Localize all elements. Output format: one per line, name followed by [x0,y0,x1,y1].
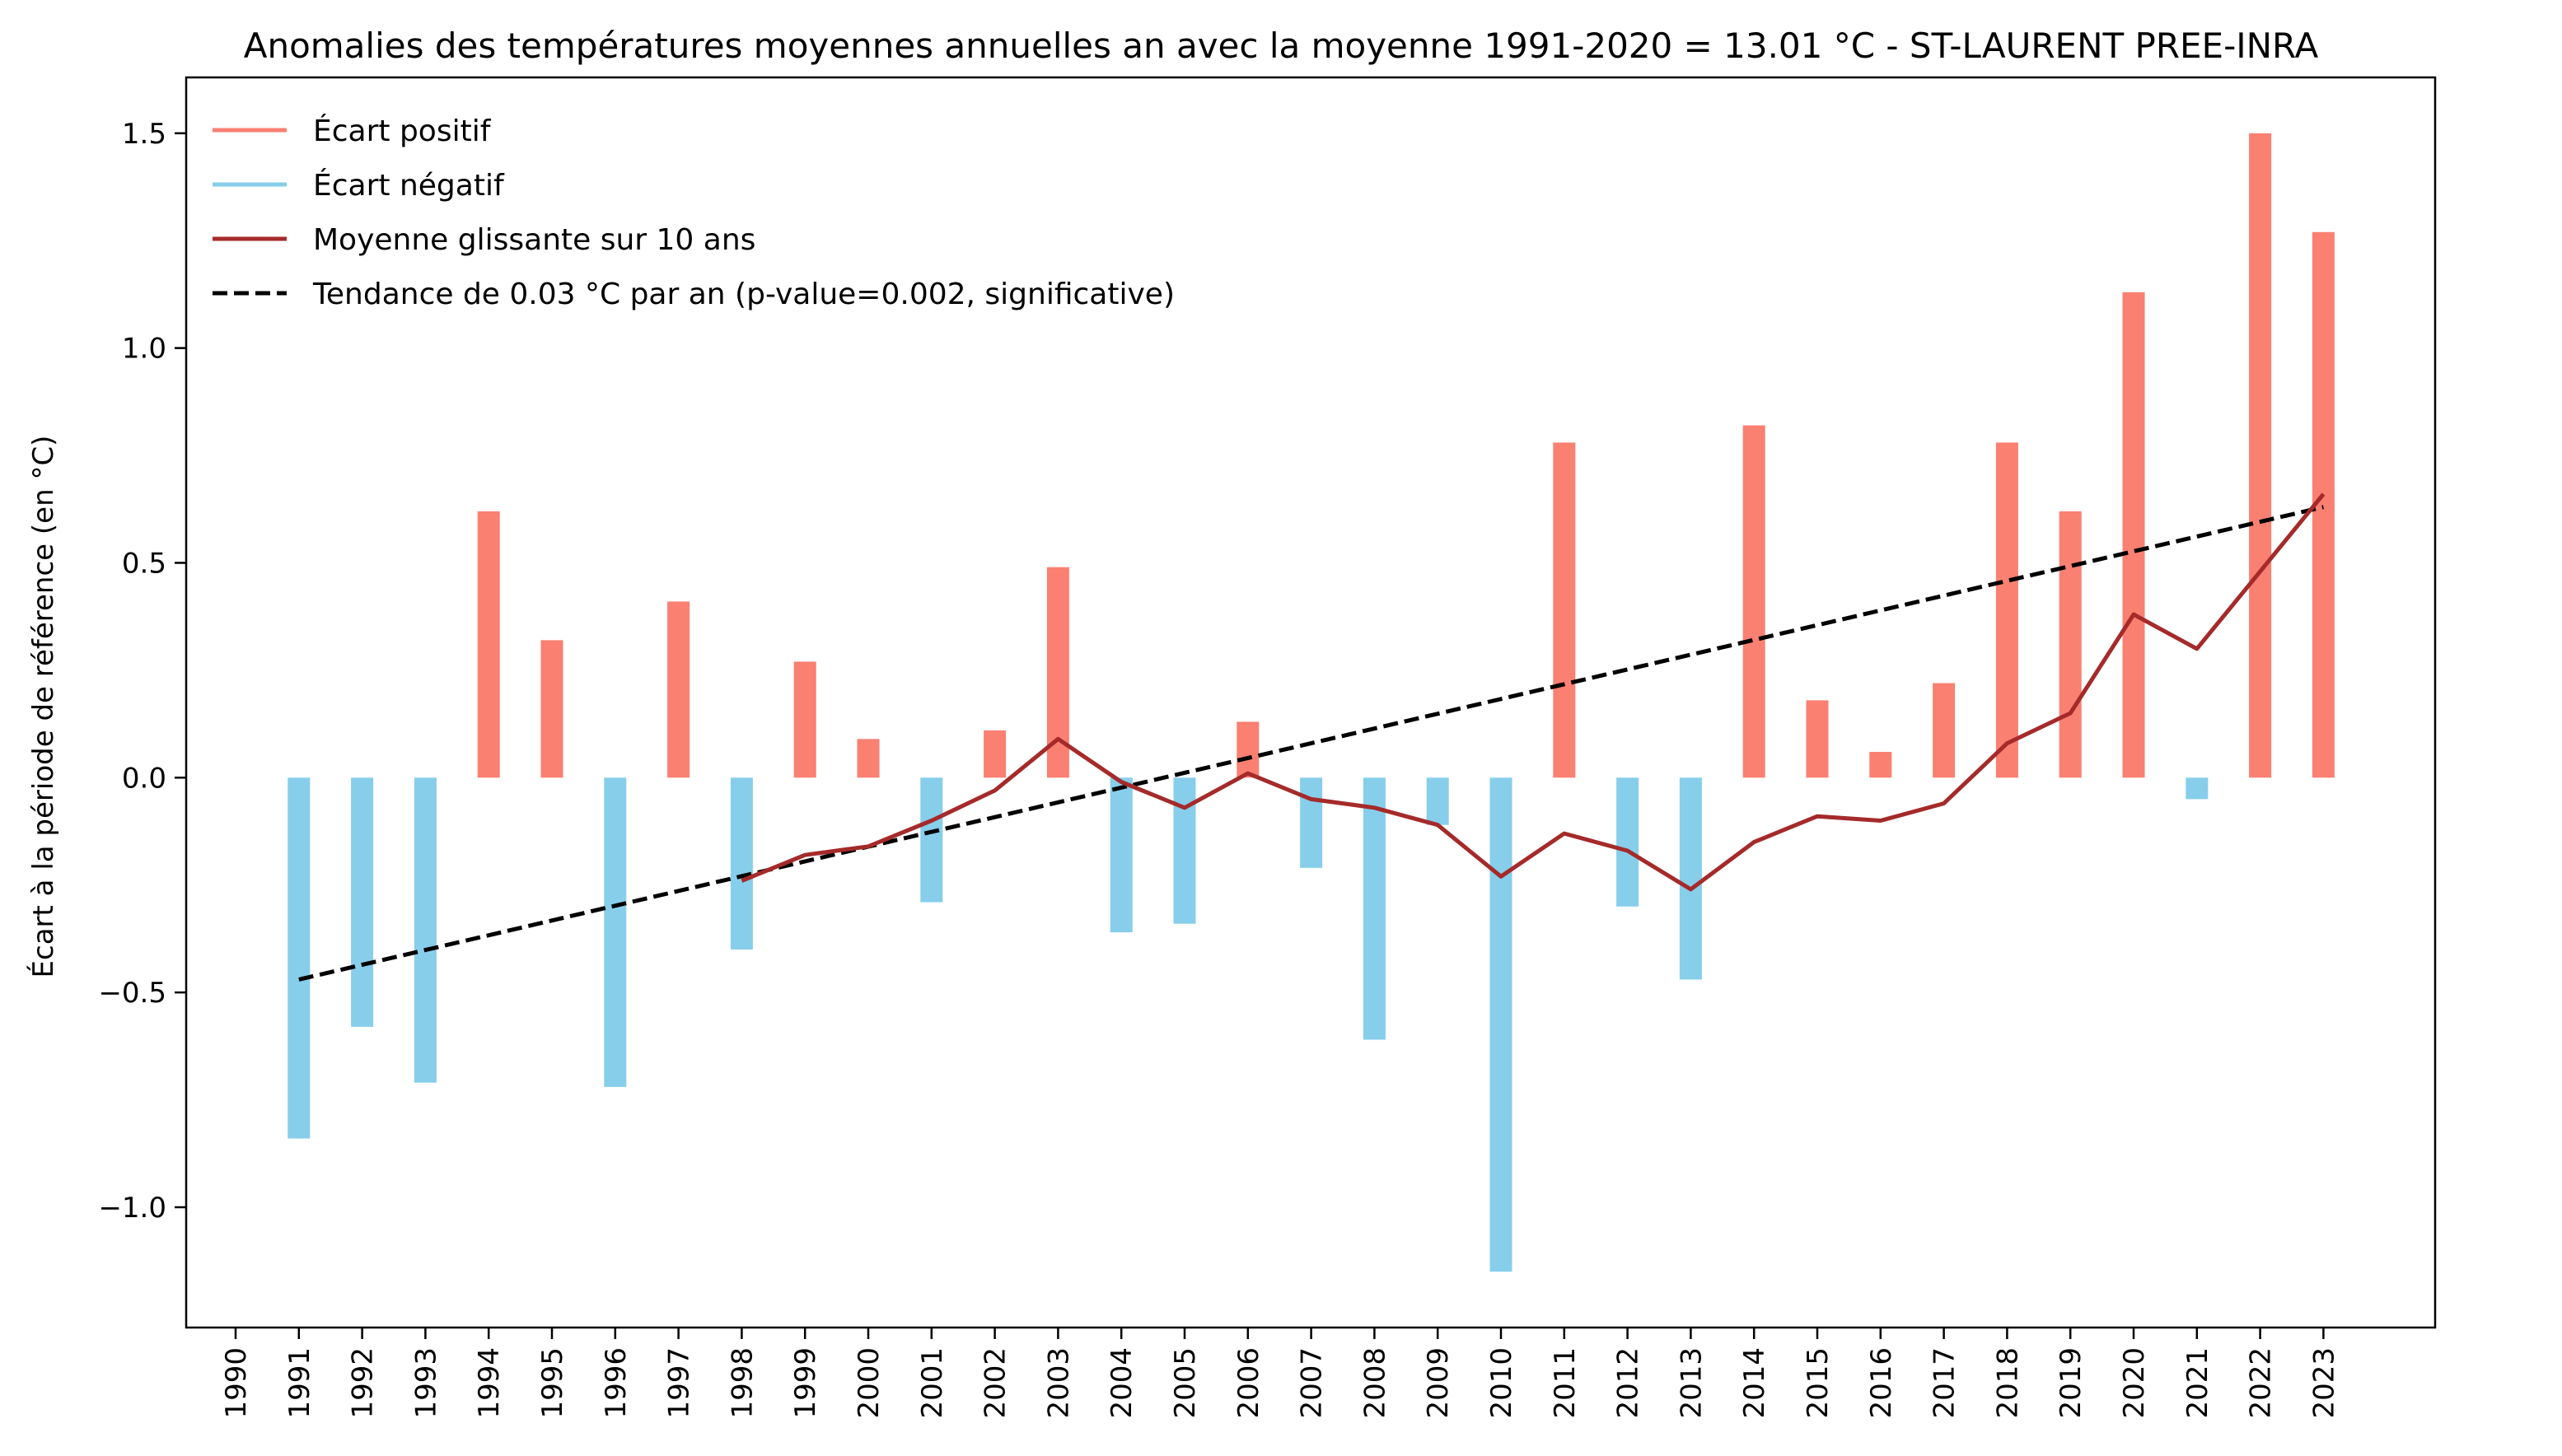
x-tick-label: 2017 [1929,1347,1961,1419]
bar-2019 [2059,511,2082,778]
rolling-mean-line [741,492,2326,892]
x-tick-label: 2000 [853,1347,886,1419]
bar-1997 [667,601,690,778]
x-tick-label: 2016 [1865,1347,1898,1419]
x-tick-label: 2018 [1991,1347,2024,1419]
bar-2013 [1679,777,1702,980]
x-tick-label: 2023 [2307,1347,2340,1419]
y-tick-label: −0.5 [98,977,166,1010]
x-tick-label: 2008 [1358,1347,1391,1419]
bar-2018 [1995,442,2018,778]
bar-2017 [1933,683,1956,778]
bar-2020 [2122,292,2145,778]
x-tick-label: 2002 [979,1347,1012,1419]
bar-2001 [920,777,943,903]
bar-2011 [1553,442,1576,778]
axes-layer: −1.0 −0.5 0.0 0.5 1.0 1.5 1990 1991 1992 1993 1994… [98,76,2437,1419]
x-tick-label: 1991 [283,1347,316,1419]
bar-2022 [2249,133,2272,778]
x-tick-label: 1998 [726,1347,759,1419]
bar-1996 [604,777,627,1087]
y-tick-label: 1.5 [122,118,166,151]
bar-1991 [288,777,311,1139]
x-tick-label: 1990 [220,1347,253,1419]
trend-line [298,505,2324,982]
bar-2007 [1300,777,1323,868]
legend: Écart positif Écart négatif Moyenne glissa… [213,114,1175,311]
bar-2009 [1426,777,1449,825]
x-tick-label: 2007 [1296,1347,1329,1419]
x-tick-label: 2014 [1738,1347,1771,1419]
y-tick-label: 0.0 [122,762,166,795]
x-tick-label: 2006 [1232,1347,1265,1419]
x-tick-label: 1992 [347,1347,380,1419]
bar-2014 [1742,425,1765,778]
y-axis-label: Écart à la période de référence (en °C) [26,436,60,978]
chart-title: Anomalies des températures moyennes annu… [244,26,2319,66]
lines-layer [298,492,2326,982]
legend-label: Écart positif [313,114,492,148]
x-tick-label: 1996 [600,1347,633,1419]
x-tick-label: 2003 [1042,1347,1075,1419]
x-tick-label: 2015 [1802,1347,1835,1419]
bar-2010 [1489,777,1512,1272]
x-tick-label: 2019 [2055,1347,2087,1419]
x-tick-label: 2022 [2245,1347,2278,1419]
legend-label: Tendance de 0.03 °C par an (p-value=0.00… [312,278,1175,311]
x-tick-label: 2021 [2181,1347,2214,1419]
x-tick-label: 1993 [409,1347,442,1419]
x-tick-label: 2013 [1675,1347,1708,1419]
bar-2021 [2186,777,2209,800]
x-tick-label: 2012 [1612,1347,1645,1419]
bar-2002 [984,730,1007,778]
bar-1999 [793,661,816,778]
x-tick-label: 2004 [1106,1347,1138,1419]
bar-2016 [1869,751,1892,778]
x-tick-label: 2001 [916,1347,949,1419]
bar-1993 [414,777,437,1083]
bar-2006 [1237,721,1260,778]
bar-2015 [1806,700,1829,778]
x-tick-label: 2011 [1549,1347,1582,1419]
bar-1995 [540,640,563,778]
bar-2004 [1110,777,1133,933]
x-tick-label: 1997 [663,1347,696,1419]
legend-label: Écart négatif [313,168,505,203]
y-tick-label: 1.0 [122,333,166,366]
x-tick-label: 2005 [1169,1347,1202,1419]
bar-1998 [730,777,753,950]
x-tick-label: 1995 [536,1347,569,1419]
bar-2008 [1363,777,1386,1040]
bar-2005 [1173,777,1196,924]
bar-1992 [351,777,374,1027]
x-tick-label: 2009 [1422,1347,1455,1419]
x-tick-label: 2020 [2118,1347,2151,1419]
x-tick-label: 2010 [1485,1347,1518,1419]
x-tick-label: 1999 [789,1347,822,1419]
x-tick-label: 1994 [473,1347,506,1419]
y-tick-label: 0.5 [122,547,166,580]
legend-label: Moyenne glissante sur 10 ans [313,223,755,257]
y-tick-label: −1.0 [98,1192,166,1225]
bar-2000 [857,739,880,778]
bar-1994 [477,511,500,778]
plot-frame [185,76,2437,1329]
bar-2012 [1616,777,1639,907]
